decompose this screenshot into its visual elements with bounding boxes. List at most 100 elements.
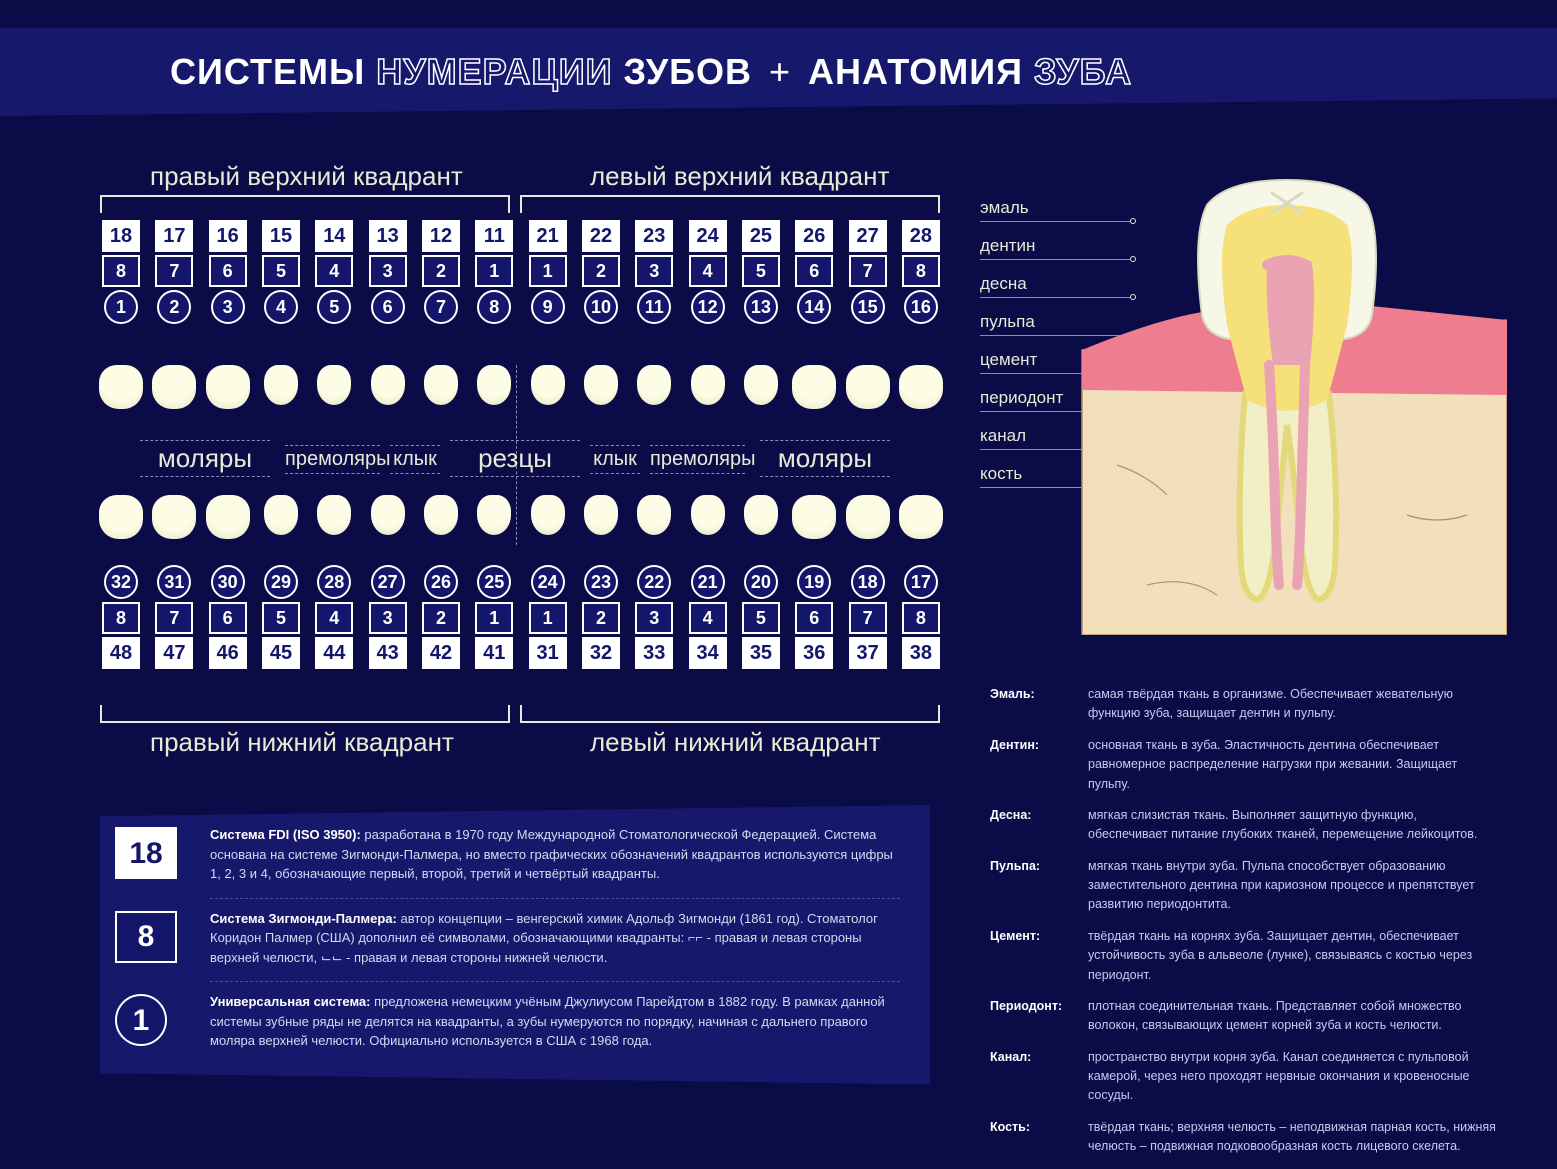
tooth-col: 28816 — [896, 220, 946, 324]
tooth-shape-col — [683, 365, 733, 409]
label-upper-right: правый верхний квадрант — [150, 161, 463, 192]
fdi-number: 27 — [849, 220, 887, 252]
tooth-shape-col — [203, 365, 253, 409]
tooth-icon — [317, 495, 351, 535]
definition-row: Дентин:основная ткань в зуба. Эластичнос… — [990, 736, 1497, 794]
definition-desc: мягкая ткань внутри зуба. Пульпа способс… — [1088, 857, 1497, 915]
definition-row: Периодонт:плотная соединительная ткань. … — [990, 997, 1497, 1036]
tooth-icon — [792, 365, 836, 409]
fdi-number: 21 — [529, 220, 567, 252]
palmer-number: 7 — [155, 255, 193, 287]
definition-desc: самая твёрдая ткань в организме. Обеспеч… — [1088, 685, 1497, 724]
tooth-shape-col — [256, 365, 306, 409]
label-lower-left: левый нижний квадрант — [590, 727, 881, 758]
anatomy-definitions: Эмаль:самая твёрдая ткань в организме. О… — [990, 685, 1497, 1169]
fdi-number: 36 — [795, 637, 833, 669]
palmer-number: 6 — [795, 602, 833, 634]
univ-number: 4 — [264, 290, 298, 324]
univ-number: 23 — [584, 565, 618, 599]
type-premolars-l: премоляры — [285, 445, 380, 474]
header: СИСТЕМЫ НУМЕРАЦИИ ЗУБОВ + АНАТОМИЯ ЗУБА — [0, 28, 1557, 116]
univ-number: 5 — [317, 290, 351, 324]
palmer-number: 1 — [475, 602, 513, 634]
tooth-icon — [584, 365, 618, 405]
fdi-number: 35 — [742, 637, 780, 669]
tooth-shape-col — [629, 495, 679, 539]
tooth-col: 27715 — [843, 220, 893, 324]
palmer-number: 8 — [102, 255, 140, 287]
tooth-icon — [152, 495, 196, 539]
palmer-number: 8 — [902, 602, 940, 634]
palmer-number: 7 — [849, 602, 887, 634]
tooth-shape-col — [843, 495, 893, 539]
definition-term: Кость: — [990, 1118, 1076, 1157]
legend-palmer-icon: 8 — [115, 911, 177, 963]
fdi-number: 14 — [315, 220, 353, 252]
palmer-number: 2 — [582, 255, 620, 287]
palmer-number: 7 — [849, 255, 887, 287]
tooth-icon — [899, 495, 943, 539]
palmer-number: 7 — [155, 602, 193, 634]
univ-number: 18 — [851, 565, 885, 599]
fdi-number: 45 — [262, 637, 300, 669]
fdi-number: 33 — [635, 637, 673, 669]
definition-term: Цемент: — [990, 927, 1076, 985]
univ-number: 27 — [371, 565, 405, 599]
legend-fdi-text: Система FDI (ISO 3950): разработана в 19… — [210, 825, 900, 884]
tooth-col: 20535 — [736, 565, 786, 669]
tooth-icon — [691, 365, 725, 405]
tooth-shape-col — [363, 365, 413, 409]
tooth-col: 26614 — [789, 220, 839, 324]
palmer-number: 3 — [635, 255, 673, 287]
univ-number: 1 — [104, 290, 138, 324]
legend-fdi-icon: 18 — [115, 827, 177, 879]
tooth-col: 22210 — [576, 220, 626, 324]
tooth-shape-col — [149, 495, 199, 539]
tooth-shape-col — [523, 365, 573, 409]
tooth-shape-col — [149, 365, 199, 409]
tooth-col: 31747 — [149, 565, 199, 669]
tooth-icon — [846, 365, 890, 409]
fdi-number: 47 — [155, 637, 193, 669]
tooth-col: 18737 — [843, 565, 893, 669]
palmer-number: 4 — [315, 255, 353, 287]
univ-number: 8 — [477, 290, 511, 324]
univ-number: 30 — [211, 565, 245, 599]
tooth-shape-col — [363, 495, 413, 539]
palmer-number: 3 — [635, 602, 673, 634]
univ-number: 10 — [584, 290, 618, 324]
tooth-icon — [744, 495, 778, 535]
tooth-col: 1118 — [469, 220, 519, 324]
palmer-number: 6 — [209, 602, 247, 634]
tooth-shape-col — [469, 495, 519, 539]
tooth-col: 25513 — [736, 220, 786, 324]
fdi-number: 26 — [795, 220, 833, 252]
fdi-number: 17 — [155, 220, 193, 252]
tooth-col: 24131 — [523, 565, 573, 669]
tooth-col: 30646 — [203, 565, 253, 669]
definition-term: Периодонт: — [990, 997, 1076, 1036]
title-outline1: НУМЕРАЦИИ — [376, 51, 612, 92]
fdi-number: 28 — [902, 220, 940, 252]
definition-term: Пульпа: — [990, 857, 1076, 915]
tooth-col: 21434 — [683, 565, 733, 669]
palmer-number: 1 — [529, 602, 567, 634]
palmer-number: 4 — [689, 602, 727, 634]
legend-univ: 1 Универсальная система: предложена неме… — [210, 992, 900, 1051]
palmer-number: 5 — [262, 255, 300, 287]
tooth-icon — [531, 495, 565, 535]
tooth-icon — [477, 495, 511, 535]
title-outline2: ЗУБА — [1034, 51, 1132, 92]
definition-row: Эмаль:самая твёрдая ткань в организме. О… — [990, 685, 1497, 724]
tooth-shape-col — [309, 365, 359, 409]
fdi-number: 24 — [689, 220, 727, 252]
tooth-shape-col — [96, 495, 146, 539]
legend-palmer: 8 Система Зигмонди-Палмера: автор концеп… — [210, 909, 900, 968]
tooth-col: 23311 — [629, 220, 679, 324]
tooth-col: 17838 — [896, 565, 946, 669]
univ-number: 11 — [637, 290, 671, 324]
univ-number: 2 — [157, 290, 191, 324]
tooth-icon — [264, 365, 298, 405]
definition-row: Десна:мягкая слизистая ткань. Выполняет … — [990, 806, 1497, 845]
definition-term: Канал: — [990, 1048, 1076, 1106]
